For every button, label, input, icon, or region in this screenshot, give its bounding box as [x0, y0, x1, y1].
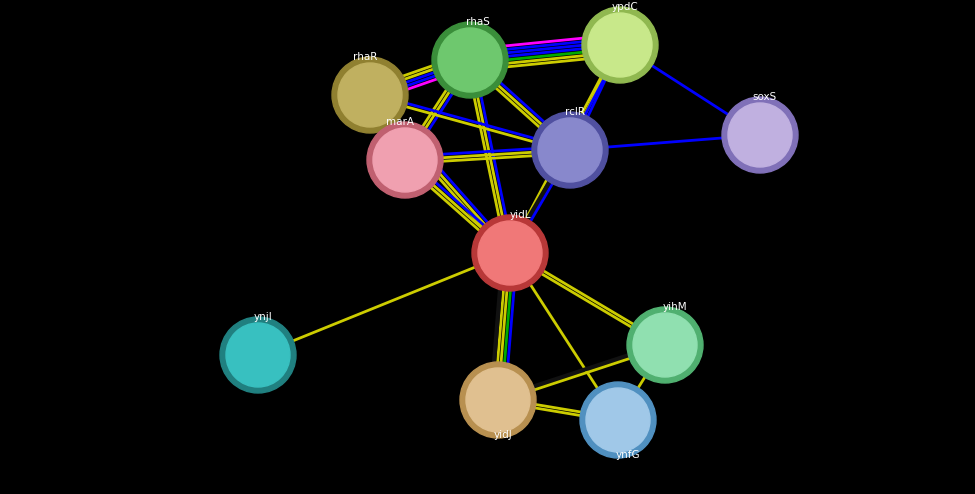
Circle shape — [466, 368, 530, 432]
Text: marA: marA — [386, 117, 414, 127]
Circle shape — [220, 317, 296, 393]
Circle shape — [580, 382, 656, 458]
Circle shape — [582, 7, 658, 83]
Circle shape — [722, 97, 798, 173]
Text: yidJ: yidJ — [493, 430, 513, 440]
Circle shape — [538, 118, 602, 182]
Circle shape — [432, 22, 508, 98]
Text: rhaR: rhaR — [353, 52, 377, 62]
Circle shape — [532, 112, 608, 188]
Circle shape — [633, 313, 697, 377]
Circle shape — [627, 307, 703, 383]
Text: rhaS: rhaS — [466, 17, 489, 27]
Circle shape — [460, 362, 536, 438]
Circle shape — [438, 28, 502, 92]
Text: soxS: soxS — [753, 92, 777, 102]
Circle shape — [588, 13, 652, 77]
Circle shape — [338, 63, 402, 127]
Circle shape — [373, 128, 437, 192]
Text: ynfG: ynfG — [615, 450, 641, 460]
Circle shape — [332, 57, 408, 133]
Text: yihM: yihM — [663, 302, 687, 312]
Circle shape — [728, 103, 792, 167]
Text: ypdC: ypdC — [611, 2, 639, 12]
Circle shape — [478, 221, 542, 285]
Text: ynjI: ynjI — [254, 312, 272, 322]
Circle shape — [226, 323, 290, 387]
Text: rclR: rclR — [565, 107, 585, 117]
Text: yidL: yidL — [509, 210, 530, 220]
Circle shape — [472, 215, 548, 291]
Circle shape — [367, 122, 443, 198]
Circle shape — [586, 388, 650, 452]
